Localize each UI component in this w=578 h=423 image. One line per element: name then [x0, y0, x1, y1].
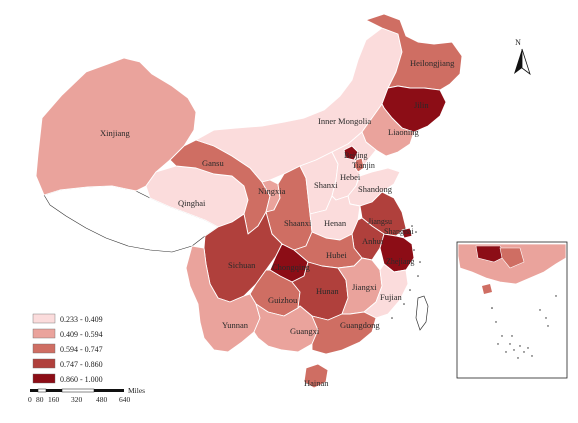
label-liaoning: Liaoning	[388, 127, 419, 137]
north-arrow: N	[514, 38, 531, 76]
label-gansu: Gansu	[202, 158, 224, 168]
legend: 0.233 - 0.409 0.409 - 0.594 0.594 - 0.74…	[32, 313, 103, 384]
label-xinjiang: Xinjiang	[100, 128, 130, 138]
label-beijing: Beijing	[344, 151, 368, 160]
label-guizhou: Guizhou	[268, 295, 298, 305]
scale-unit: Miles	[128, 386, 145, 395]
label-guangdong: Guangdong	[340, 320, 380, 330]
label-hebei: Hebei	[340, 172, 361, 182]
label-anhui: Anhui	[362, 236, 384, 246]
provinces-layer	[35, 13, 463, 389]
label-hunan: Hunan	[316, 286, 339, 296]
label-tianjin: Tianjin	[352, 161, 375, 170]
label-shandong: Shandong	[358, 184, 393, 194]
legend-label-5: 0.860 - 1.000	[60, 375, 103, 384]
province-guangdong	[311, 311, 377, 355]
province-shanghai	[401, 227, 413, 239]
north-arrow-label: N	[515, 38, 521, 47]
province-tianjin	[353, 157, 365, 173]
province-fujian	[363, 263, 409, 319]
label-shanghai: Shanghai	[384, 227, 415, 236]
scale-tick-480: 480	[96, 395, 108, 404]
scale-tick-80: 80	[36, 395, 44, 404]
label-shanxi: Shanxi	[314, 180, 338, 190]
taiwan-outline	[415, 295, 429, 331]
label-heilongjiang: Heilongjiang	[410, 58, 455, 68]
scale-tick-640: 640	[119, 395, 131, 404]
legend-label-1: 0.233 - 0.409	[60, 315, 103, 324]
legend-label-3: 0.594 - 0.747	[60, 345, 103, 354]
scale-bar: Miles 0 80 160 320 480 640	[28, 386, 145, 404]
legend-swatch-5	[32, 373, 56, 384]
label-zhejiang: Zhejiang	[386, 257, 414, 266]
label-guangxi: Guangxi	[290, 326, 320, 336]
label-jiangsu: Jiangsu	[368, 217, 392, 226]
province-zhejiang	[379, 233, 415, 273]
label-henan: Henan	[324, 218, 347, 228]
label-qinghai: Qinghai	[178, 198, 206, 208]
province-hainan	[303, 363, 329, 389]
label-jiangxi: Jiangxi	[352, 282, 377, 292]
label-hainan: Hainan	[304, 378, 329, 388]
legend-swatch-3	[32, 343, 56, 354]
label-inner-mongolia: Inner Mongolia	[318, 116, 371, 126]
legend-label-4: 0.747 - 0.860	[60, 360, 103, 369]
label-yunnan: Yunnan	[222, 320, 249, 330]
legend-label-2: 0.409 - 0.594	[60, 330, 103, 339]
province-heilongjiang	[365, 13, 463, 91]
label-ningxia: Ningxia	[258, 186, 286, 196]
province-beijing	[343, 145, 359, 161]
legend-swatch-2	[32, 328, 56, 339]
legend-swatch-4	[32, 358, 56, 369]
label-fujian: Fujian	[380, 292, 402, 302]
legend-swatch-1	[32, 313, 56, 324]
province-labels: Heilongjiang Jilin Liaoning Inner Mongol…	[100, 58, 455, 388]
scale-tick-160: 160	[48, 395, 60, 404]
label-hubei: Hubei	[326, 250, 347, 260]
coast-dots	[391, 225, 421, 319]
label-shaanxi: Shaanxi	[284, 218, 312, 228]
south-china-sea-inset	[456, 241, 568, 379]
label-jilin: Jilin	[414, 100, 429, 110]
label-sichuan: Sichuan	[228, 260, 256, 270]
scale-tick-320: 320	[71, 395, 83, 404]
scale-tick-0: 0	[28, 395, 32, 404]
label-chongqing: Chongqing	[272, 262, 311, 272]
